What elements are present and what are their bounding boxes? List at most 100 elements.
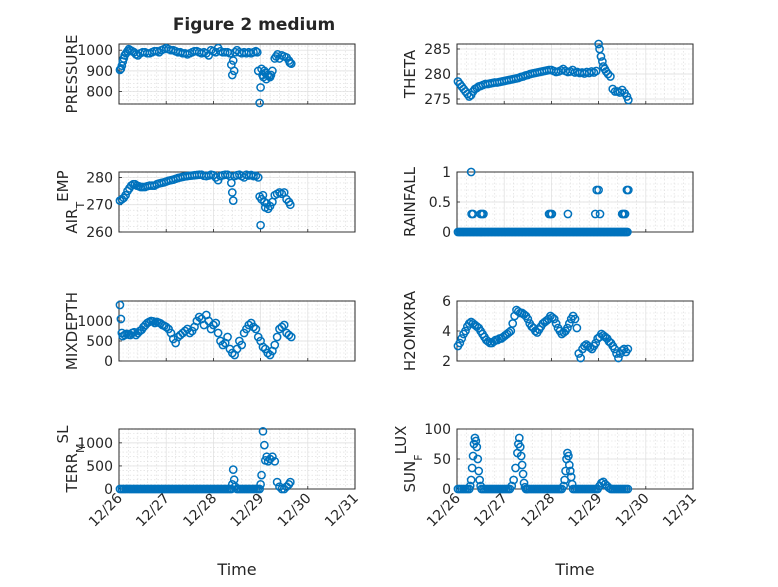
y-axis-label: SUNFLUX [392, 426, 425, 493]
y-axis-label: RAINFALL [401, 166, 419, 237]
subplot-4: 0 0.5 1 RAINFALL [401, 165, 694, 241]
data-point [561, 466, 570, 476]
data-point [551, 319, 561, 328]
data-point [229, 66, 239, 76]
data-point [255, 484, 265, 494]
data-point [623, 344, 633, 354]
data-point [594, 185, 603, 195]
data-point [563, 209, 573, 219]
data-point [227, 188, 237, 197]
series-markers [453, 305, 633, 363]
data-point [564, 319, 574, 328]
data-point [268, 66, 277, 76]
data-point [479, 209, 488, 219]
data-point [185, 328, 195, 338]
data-point [223, 332, 232, 342]
data-point [265, 454, 275, 464]
data-point [268, 452, 277, 462]
x-tick-label: 12/31 [322, 491, 362, 531]
data-point [284, 330, 294, 340]
data-point [272, 332, 282, 342]
y-tick-label: 1000 [77, 314, 113, 330]
data-point [228, 465, 238, 474]
data-point [464, 319, 474, 328]
x-tick-label: 12/29 [228, 491, 268, 531]
data-point [257, 470, 266, 480]
data-point [218, 340, 228, 350]
data-point [504, 328, 514, 337]
data-point [563, 323, 572, 333]
data-point [580, 341, 589, 351]
data-point [473, 454, 483, 464]
y-tick-label: 0 [442, 482, 451, 498]
y-tick-label: 500 [86, 334, 113, 350]
data-point [457, 334, 467, 343]
data-point [258, 342, 268, 352]
series-markers [115, 170, 295, 230]
data-point [115, 65, 125, 75]
series-markers [453, 167, 633, 237]
y-axis-label: THETA [401, 49, 419, 99]
data-point [603, 69, 613, 79]
data-point [595, 209, 605, 219]
y-axis-label: AIRTEMP [54, 170, 87, 233]
x-tick-label: 12/27 [133, 491, 173, 531]
data-point [549, 314, 559, 324]
data-point [285, 477, 295, 487]
data-point [286, 59, 296, 69]
data-point [565, 466, 575, 476]
data-point [598, 57, 607, 66]
data-point [228, 56, 238, 65]
x-tick-label: 12/28 [180, 491, 220, 531]
data-point [594, 39, 603, 49]
subplot-2: 275 280 285 THETA [401, 39, 694, 108]
data-point [606, 72, 615, 81]
data-point [608, 84, 618, 94]
data-point [559, 481, 569, 491]
y-axis-label: TERRMSL [54, 425, 87, 494]
data-point [620, 209, 630, 219]
y-tick-label: 270 [86, 198, 113, 214]
data-point [466, 475, 476, 485]
data-point [256, 83, 265, 92]
y-tick-label: 0.5 [429, 195, 451, 211]
data-point [277, 322, 287, 332]
series-markers [115, 426, 295, 494]
data-point [225, 48, 235, 58]
y-tick-label: 1 [442, 165, 451, 181]
y-tick-label: 6 [442, 294, 451, 310]
series-markers [453, 433, 633, 494]
y-tick-label: 275 [424, 92, 451, 108]
y-tick-label: 2 [442, 354, 451, 370]
y-tick-label: 285 [424, 42, 451, 58]
data-point [516, 451, 526, 461]
data-point [253, 173, 263, 182]
data-point [252, 47, 262, 57]
data-point [251, 324, 261, 334]
data-point [509, 475, 518, 485]
data-point [564, 451, 573, 461]
data-point [260, 440, 269, 450]
data-point [148, 317, 158, 326]
data-point [256, 480, 265, 489]
x-axis-label: Time [216, 560, 256, 579]
y-tick-label: 1000 [77, 436, 113, 452]
data-point [547, 209, 557, 219]
data-point [564, 460, 574, 470]
data-point [590, 209, 600, 219]
x-tick-label: 12/28 [518, 491, 558, 531]
y-tick-label: 0 [442, 225, 451, 241]
subplot-6: 2 4 6 H2OMIXRA [401, 290, 694, 371]
data-point [576, 353, 586, 363]
y-tick-label: 4 [442, 324, 451, 340]
data-point [285, 58, 295, 67]
data-point [472, 442, 482, 452]
data-point [272, 477, 282, 487]
y-tick-label: 0 [104, 482, 113, 498]
data-point [270, 340, 280, 350]
data-point [466, 167, 476, 177]
data-point [568, 65, 577, 75]
